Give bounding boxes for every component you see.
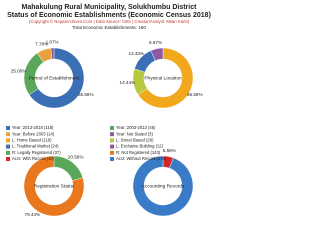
legend-swatch (110, 150, 114, 155)
value-label: 25.00% (11, 68, 27, 73)
donut-slice (150, 47, 164, 61)
value-label: 1.67% (46, 39, 59, 44)
value-label: 6.67% (149, 40, 162, 45)
chart-title: Physical Location (144, 75, 182, 81)
legend-swatch (6, 138, 10, 143)
value-label: 65.56% (187, 92, 203, 97)
legend-label: L: Street Based (26) (116, 138, 154, 143)
legend-swatch (110, 138, 114, 143)
legend-label: Year: Before 2003 (14) (12, 131, 55, 136)
donut-slice (23, 155, 85, 217)
legend-label: Acct: With Record (10) (12, 156, 55, 161)
value-label: 79.44% (25, 212, 41, 217)
donut-slice (50, 47, 55, 60)
value-label: 14.44% (120, 80, 136, 85)
copyright: (Copyright © NepalArchives.Com | Data So… (29, 19, 190, 24)
legend-label: L: Exclusive Building (12) (116, 144, 164, 149)
legend-label: Year: Not Stated (3) (116, 131, 153, 136)
value-label: 5.56% (163, 148, 176, 153)
title: Mahakulung Rural Municipality, Solukhumb… (22, 4, 198, 11)
legend-swatch (110, 126, 114, 130)
donut-slice (23, 52, 44, 96)
legend-label: Year: 2013-2018 (118) (12, 125, 54, 130)
infographic: Mahakulung Rural Municipality, Solukhumb… (6, 4, 211, 217)
legend-label: Year: 2003-2013 (45) (116, 125, 156, 130)
legend-swatch (6, 150, 10, 155)
legend-swatch (6, 126, 10, 130)
legend-swatch (6, 132, 10, 137)
legend-swatch (110, 132, 114, 137)
chart-title: Period of Establishment (29, 75, 80, 81)
legend-label: L: Home Based (118) (12, 138, 52, 143)
total: Total Economic Establishments: 180 (72, 25, 146, 30)
chart-title: Registration Status (34, 183, 75, 189)
chart-title: Accounting Records (142, 183, 186, 189)
legend-label: R: Not Registered (143) (116, 150, 161, 155)
legend-swatch (6, 157, 10, 161)
value-label: 20.56% (68, 154, 84, 159)
legend-label: L: Traditional Market (24) (12, 144, 59, 149)
donut-slice (53, 155, 84, 182)
value-label: 65.56% (78, 92, 94, 97)
legend-label: R: Legally Registered (37) (12, 150, 61, 155)
legend-swatch (110, 157, 114, 161)
value-label: 7.78% (35, 41, 48, 46)
legend-swatch (110, 144, 114, 149)
subtitle: Status of Economic Establishments (Econo… (7, 12, 211, 19)
value-label: 13.33% (128, 51, 144, 56)
donut-slice (132, 155, 194, 217)
legend-swatch (6, 144, 10, 149)
legend-label: Acct: Without Record (170) (116, 156, 167, 161)
